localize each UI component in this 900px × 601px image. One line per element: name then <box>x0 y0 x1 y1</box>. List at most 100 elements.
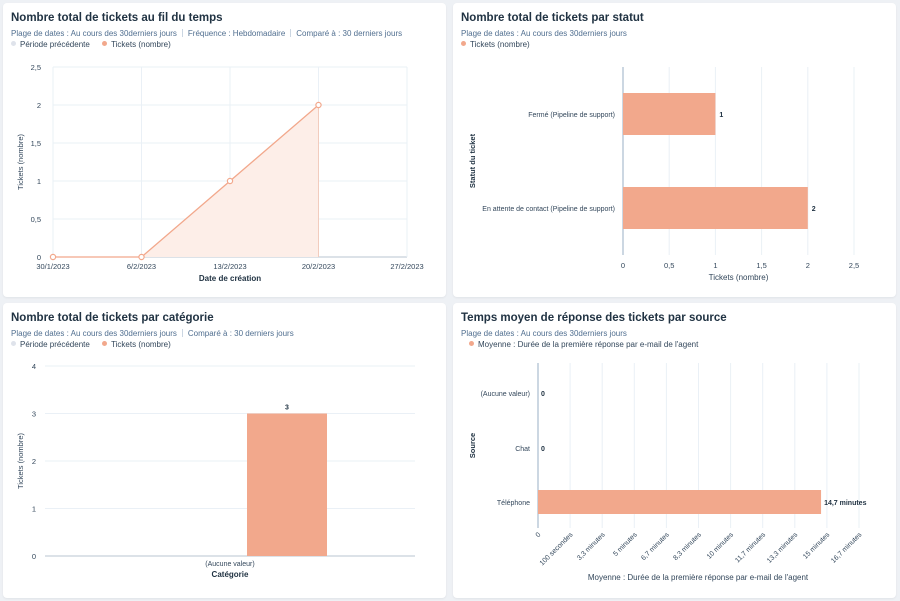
x-tick-label: 15 minutes <box>802 531 832 561</box>
comparison: Comparé à : 30 derniers jours <box>296 29 403 38</box>
date-range: Plage de dates : Au cours des 30derniers… <box>11 329 177 338</box>
legend-label: Période précédente <box>20 40 90 49</box>
data-point <box>49 253 57 261</box>
chart-legend: Tickets (nombre) <box>461 40 540 49</box>
y-tick-label: 2 <box>37 101 41 110</box>
legend-item-previous[interactable]: Période précédente <box>11 340 90 349</box>
bar <box>538 490 822 514</box>
x-axis-title: Catégorie <box>212 570 249 579</box>
y-tick-label: (Aucune valeur) <box>481 391 530 398</box>
x-tick-label: 10 minutes <box>706 531 736 561</box>
y-tick-label: 1 <box>37 177 41 186</box>
legend-item-tickets[interactable]: Tickets (nombre) <box>102 340 171 349</box>
bar <box>247 413 327 556</box>
y-tick-label: En attente de contact (Pipeline de suppo… <box>482 206 615 213</box>
x-tick-label: 13,3 minutes <box>766 531 800 565</box>
card-title[interactable]: Nombre total de tickets par catégorie <box>11 312 214 324</box>
x-tick-label: 2 <box>806 261 810 270</box>
date-range: Plage de dates : Au cours des 30derniers… <box>461 29 627 38</box>
x-tick-label: 16,7 minutes <box>830 531 864 565</box>
data-label: 2 <box>812 206 816 213</box>
legend-swatch <box>11 341 16 346</box>
legend-swatch <box>11 41 16 46</box>
y-axis-title: Tickets (nombre) <box>16 134 25 190</box>
date-range: Plage de dates : Au cours des 30derniers… <box>11 29 177 38</box>
x-tick-label: 0 <box>621 261 625 270</box>
y-tick-label: 2 <box>32 457 36 466</box>
x-tick-label: 0 <box>535 531 543 539</box>
comparison: Comparé à : 30 derniers jours <box>187 329 294 338</box>
x-tick-label: 6,7 minutes <box>640 531 671 562</box>
y-axis-title: Statut du ticket <box>468 133 477 188</box>
y-axis-title: Source <box>468 433 477 458</box>
y-tick-label: 2,5 <box>31 63 41 72</box>
tickets-over-time-card: Nombre total de tickets au fil du temps … <box>3 3 446 297</box>
legend-label: Tickets (nombre) <box>111 40 171 49</box>
legend-swatch <box>461 41 466 46</box>
series-line <box>53 104 319 258</box>
line-chart: 0 0,5 1 1,5 2 2,5 30/1/2023 6/2/2023 13/2/2023 20… <box>16 63 424 283</box>
data-label: 14,7 minutes <box>824 500 867 507</box>
data-label: 3 <box>285 405 289 412</box>
data-label: 0 <box>541 446 545 453</box>
x-tick-label: 3,3 minutes <box>576 531 607 562</box>
chart-legend: Période précédente Tickets (nombre) <box>11 340 181 349</box>
x-tick-label: 6/2/2023 <box>127 262 156 271</box>
x-tick-label: 27/2/2023 <box>390 262 423 271</box>
legend-item-previous[interactable]: Période précédente <box>11 40 90 49</box>
x-axis-title: Tickets (nombre) <box>709 273 769 282</box>
date-range: Plage de dates : Au cours des 30derniers… <box>461 329 627 338</box>
card-title[interactable]: Nombre total de tickets par statut <box>461 12 644 24</box>
x-tick-label: 100 secondes <box>539 531 575 567</box>
x-tick-label: 8,3 minutes <box>672 531 703 562</box>
horizontal-bar-chart: 0 0,5 1 1,5 2 2,5 1 Fermé (Pipeline de support)… <box>468 67 859 282</box>
x-tick-label: 0,5 <box>664 261 674 270</box>
legend-label: Tickets (nombre) <box>470 40 530 49</box>
data-label: 0 <box>541 391 545 398</box>
x-tick-label: 5 minutes <box>612 531 639 558</box>
y-axis-title: Tickets (nombre) <box>16 433 25 489</box>
data-point <box>315 101 322 109</box>
card-meta: Plage de dates : Au cours des 30derniers… <box>11 329 294 338</box>
frequency: Fréquence : Hebdomadaire <box>187 29 286 38</box>
x-tick-label: 2,5 <box>849 261 859 270</box>
legend-swatch <box>469 341 474 346</box>
y-tick-label: 0 <box>37 253 41 262</box>
card-title[interactable]: Temps moyen de réponse des tickets par s… <box>461 312 727 324</box>
y-tick-label: 1,5 <box>31 139 41 148</box>
data-point <box>226 177 234 185</box>
x-axis-title: Date de création <box>199 274 261 283</box>
legend-label: Moyenne : Durée de la première réponse p… <box>478 340 699 349</box>
meta-divider <box>181 329 183 337</box>
x-tick-label: 11,7 minutes <box>734 531 767 564</box>
chart-legend: Période précédente Tickets (nombre) <box>11 40 181 49</box>
legend-item-tickets[interactable]: Tickets (nombre) <box>102 40 171 49</box>
data-label: 1 <box>719 112 723 119</box>
card-meta: Plage de dates : Au cours des 30derniers… <box>461 29 627 38</box>
vertical-bar-chart: 0 1 2 3 4 3 (Aucune valeur) Catégorie Tickets (n… <box>16 362 415 579</box>
meta-divider <box>290 29 292 37</box>
legend-item-tickets[interactable]: Tickets (nombre) <box>461 40 530 49</box>
x-tick-label: 13/2/2023 <box>213 262 246 271</box>
legend-swatch <box>102 341 108 346</box>
x-tick-label: 1,5 <box>756 261 766 270</box>
y-tick-label: 3 <box>32 410 36 419</box>
card-title[interactable]: Nombre total de tickets au fil du temps <box>11 12 223 24</box>
y-tick-label: 4 <box>32 362 36 371</box>
y-tick-label: Chat <box>515 446 530 453</box>
legend-label: Période précédente <box>20 340 90 349</box>
x-tick-label: 1 <box>713 261 717 270</box>
bar <box>623 93 716 135</box>
meta-divider <box>181 29 183 37</box>
tickets-by-status-card: Nombre total de tickets par statut Plage… <box>453 3 896 297</box>
y-tick-label: Fermé (Pipeline de support) <box>528 112 615 119</box>
x-tick-label: 20/2/2023 <box>302 262 335 271</box>
y-tick-label: Téléphone <box>497 500 530 507</box>
y-tick-label: 0 <box>32 552 36 561</box>
y-tick-label: 1 <box>32 505 36 514</box>
response-time-by-source-card: Temps moyen de réponse des tickets par s… <box>453 303 896 598</box>
card-meta: Plage de dates : Au cours des 30derniers… <box>461 329 627 338</box>
legend-item-average[interactable]: Moyenne : Durée de la première réponse p… <box>469 340 698 349</box>
legend-label: Tickets (nombre) <box>111 340 171 349</box>
